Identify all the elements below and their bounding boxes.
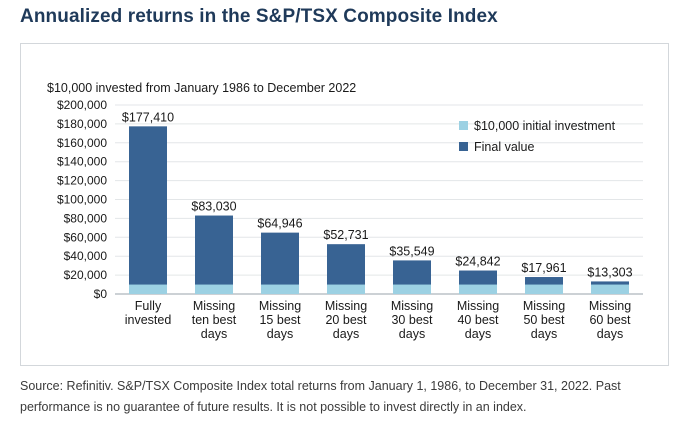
x-tick-label-line: invested [125, 313, 172, 327]
y-tick-label: $40,000 [64, 249, 108, 263]
bar-data-label: $24,842 [455, 255, 500, 269]
x-tick-label: Missing 40 best days [457, 299, 499, 341]
bar-initial-investment [459, 284, 497, 294]
source-note: Source: Refinitiv. S&P/TSX Composite Ind… [20, 379, 621, 414]
bar-initial-investment [261, 284, 299, 294]
x-tick-label-line: 40 best [457, 313, 499, 327]
legend-swatch [459, 142, 468, 151]
x-tick-label-line: days [201, 327, 227, 341]
bar-data-label: $13,303 [587, 265, 632, 279]
x-tick-label-line: Missing [391, 299, 433, 313]
bar-initial-investment [195, 284, 233, 294]
bar-initial-investment [525, 284, 563, 294]
x-tick-label-line: 15 best [259, 313, 301, 327]
bars: $177,410 $83,030 $64,946 $52,731 $35,549 $24,… [122, 110, 633, 294]
page-title: Annualized returns in the S&P/TSX Compos… [20, 6, 498, 27]
y-tick-label: $60,000 [64, 230, 108, 244]
x-tick-label-line: days [597, 327, 623, 341]
y-tick-label: $20,000 [64, 268, 108, 282]
x-tick-label: Missing 15 best days [259, 299, 301, 341]
x-tick-label: Missing 60 best days [589, 299, 631, 341]
bar-data-label: $83,030 [191, 200, 236, 214]
y-axis-ticks: $0 $20,000 $40,000 $60,000 $80,000 $100,000 $1… [57, 98, 107, 301]
legend-swatch [459, 121, 468, 130]
x-tick-label-line: Missing [589, 299, 631, 313]
x-tick-label: Missing 20 best days [325, 299, 367, 341]
chart-frame: $10,000 invested from January 1986 to De… [20, 43, 669, 366]
bar-data-label: $177,410 [122, 110, 174, 124]
x-tick-label-line: Missing [193, 299, 235, 313]
x-tick-label-line: 30 best [391, 313, 433, 327]
y-tick-label: $120,000 [57, 174, 107, 188]
y-tick-label: $100,000 [57, 193, 107, 207]
x-tick-label-line: ten best [192, 313, 237, 327]
bar-final-value [261, 232, 299, 294]
x-tick-label-line: 50 best [523, 313, 565, 327]
x-tick-label-line: 60 best [589, 313, 631, 327]
x-tick-label-line: 20 best [325, 313, 367, 327]
x-tick-label-line: days [465, 327, 491, 341]
x-tick-label-line: days [399, 327, 425, 341]
x-tick-label: Fully invested [125, 299, 172, 327]
legend: $10,000 initial investment Final value [459, 119, 616, 154]
chart-subtitle: $10,000 invested from January 1986 to De… [47, 81, 356, 95]
x-tick-label: Missing 50 best days [523, 299, 565, 341]
returns-bar-chart: $10,000 invested from January 1986 to De… [47, 81, 643, 341]
bar-data-label: $64,946 [257, 217, 302, 231]
x-tick-label-line: Missing [325, 299, 367, 313]
bar-initial-investment [591, 284, 629, 294]
y-tick-label: $160,000 [57, 136, 107, 150]
bar-initial-investment [327, 284, 365, 294]
bar-initial-investment [129, 284, 167, 294]
y-tick-label: $80,000 [64, 211, 108, 225]
x-tick-label-line: Missing [259, 299, 301, 313]
bar-data-label: $52,731 [323, 228, 368, 242]
bar-final-value [129, 126, 167, 294]
bar-data-label: $17,961 [521, 261, 566, 275]
bar-final-value [195, 215, 233, 294]
x-tick-label-line: days [531, 327, 557, 341]
x-tick-label-line: days [333, 327, 359, 341]
x-tick-label-line: Missing [523, 299, 565, 313]
x-tick-label-line: Missing [457, 299, 499, 313]
bar-initial-investment [393, 284, 431, 294]
x-tick-label-line: Fully [135, 299, 162, 313]
x-tick-label-line: days [267, 327, 293, 341]
legend-label: $10,000 initial investment [474, 119, 616, 133]
x-tick-label: Missing ten best days [192, 299, 237, 341]
legend-label: Final value [474, 140, 534, 154]
y-tick-label: $200,000 [57, 98, 107, 112]
y-tick-label: $180,000 [57, 117, 107, 131]
bar-data-label: $35,549 [389, 244, 434, 258]
y-tick-label: $0 [94, 287, 108, 301]
x-tick-label: Missing 30 best days [391, 299, 433, 341]
y-tick-label: $140,000 [57, 155, 107, 169]
